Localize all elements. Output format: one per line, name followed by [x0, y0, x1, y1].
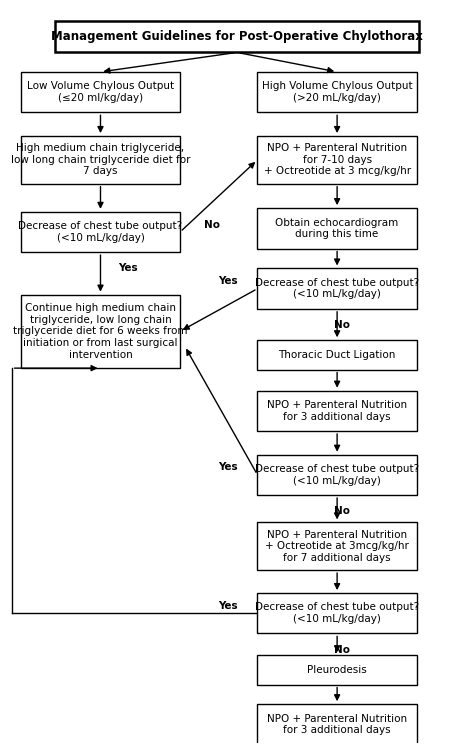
Text: No: No — [334, 644, 350, 655]
FancyBboxPatch shape — [21, 72, 180, 113]
Text: Continue high medium chain
triglyceride, low long chain
triglyceride diet for 6 : Continue high medium chain triglyceride,… — [13, 303, 188, 360]
FancyBboxPatch shape — [55, 22, 419, 53]
Text: Decrease of chest tube output?
(<10 mL/kg/day): Decrease of chest tube output? (<10 mL/k… — [255, 278, 419, 300]
Text: Decrease of chest tube output?
(<10 mL/kg/day): Decrease of chest tube output? (<10 mL/k… — [255, 464, 419, 486]
Text: Low Volume Chylous Output
(≤20 ml/kg/day): Low Volume Chylous Output (≤20 ml/kg/day… — [27, 81, 174, 103]
FancyBboxPatch shape — [257, 523, 417, 570]
FancyBboxPatch shape — [21, 212, 180, 252]
Text: Decrease of chest tube output?
(<10 mL/kg/day): Decrease of chest tube output? (<10 mL/k… — [255, 602, 419, 624]
Text: NPO + Parenteral Nutrition
for 3 additional days: NPO + Parenteral Nutrition for 3 additio… — [267, 713, 407, 735]
FancyBboxPatch shape — [257, 454, 417, 495]
Text: NPO + Parenteral Nutrition
+ Octreotide at 3mcg/kg/hr
for 7 additional days: NPO + Parenteral Nutrition + Octreotide … — [265, 529, 409, 562]
FancyBboxPatch shape — [257, 136, 417, 184]
FancyBboxPatch shape — [257, 593, 417, 633]
Text: Yes: Yes — [218, 463, 238, 472]
FancyBboxPatch shape — [257, 655, 417, 685]
Text: Management Guidelines for Post-Operative Chylothorax: Management Guidelines for Post-Operative… — [51, 31, 423, 44]
Text: No: No — [334, 320, 350, 330]
FancyBboxPatch shape — [257, 704, 417, 744]
FancyBboxPatch shape — [257, 340, 417, 369]
Text: Thoracic Duct Ligation: Thoracic Duct Ligation — [278, 350, 396, 360]
Text: Obtain echocardiogram
during this time: Obtain echocardiogram during this time — [275, 218, 399, 239]
Text: NPO + Parenteral Nutrition
for 3 additional days: NPO + Parenteral Nutrition for 3 additio… — [267, 400, 407, 421]
FancyBboxPatch shape — [257, 208, 417, 249]
FancyBboxPatch shape — [257, 391, 417, 431]
Text: Pleurodesis: Pleurodesis — [307, 665, 367, 675]
Text: No: No — [204, 219, 220, 230]
FancyBboxPatch shape — [21, 136, 180, 184]
FancyBboxPatch shape — [257, 72, 417, 113]
Text: Decrease of chest tube output?
(<10 mL/kg/day): Decrease of chest tube output? (<10 mL/k… — [18, 222, 182, 243]
FancyBboxPatch shape — [257, 268, 417, 309]
Text: High Volume Chylous Output
(>20 mL/kg/day): High Volume Chylous Output (>20 mL/kg/da… — [262, 81, 412, 103]
FancyBboxPatch shape — [21, 294, 180, 368]
Text: NPO + Parenteral Nutrition
for 7-10 days
+ Octreotide at 3 mcg/kg/hr: NPO + Parenteral Nutrition for 7-10 days… — [264, 143, 410, 176]
Text: No: No — [334, 506, 350, 516]
Text: High medium chain triglyceride,
low long chain triglyceride diet for
7 days: High medium chain triglyceride, low long… — [11, 143, 190, 176]
Text: Yes: Yes — [218, 601, 238, 611]
Text: Yes: Yes — [118, 264, 137, 273]
Text: Yes: Yes — [218, 276, 238, 286]
